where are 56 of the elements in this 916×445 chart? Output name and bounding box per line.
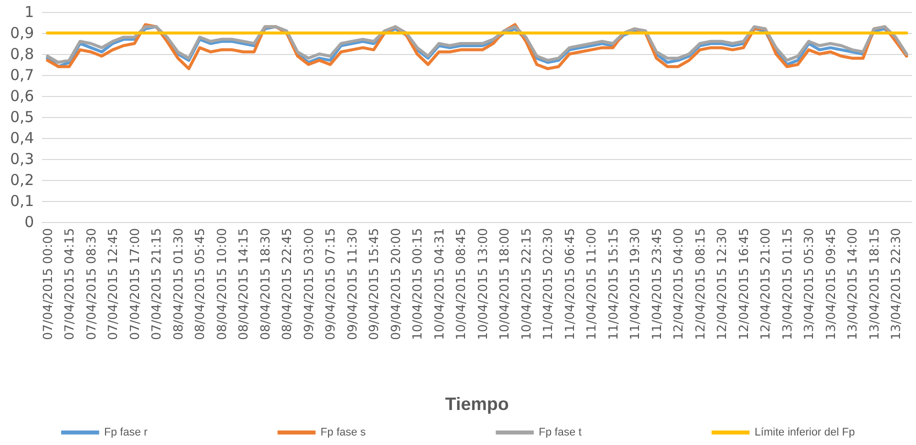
x-tick-label: 09/04/2015 07:15: [322, 228, 338, 340]
x-tick-label: 08/04/2015 10:00: [214, 228, 229, 340]
x-tick-label: 07/04/2015 21:15: [148, 228, 164, 340]
x-tick-label: 12/04/2015 04:00: [670, 228, 686, 340]
legend-label: Límite inferior del Fp: [754, 426, 855, 438]
x-tick-label: 09/04/2015 03:00: [300, 228, 316, 340]
y-tick-label: 1: [24, 3, 34, 21]
x-tick-label: 13/04/2015 01:15: [779, 228, 794, 340]
x-tick-label: 10/04/2015 08:45: [453, 228, 468, 340]
legend-label: Fp fase t: [538, 426, 582, 438]
x-tick-label: 07/04/2015 17:00: [126, 228, 142, 340]
x-tick-label: 09/04/2015 20:00: [388, 228, 403, 340]
y-tick-label: 0,3: [10, 150, 34, 168]
x-tick-label: 08/04/2015 22:45: [279, 228, 294, 340]
x-tick-label: 10/04/2015 00:15: [410, 228, 425, 340]
x-tick-label: 13/04/2015 18:15: [866, 228, 882, 340]
y-tick-label: 0,8: [10, 45, 34, 63]
x-axis-title: Tiempo: [445, 394, 509, 414]
x-tick-label: 13/04/2015 14:00: [844, 228, 860, 340]
x-tick-label: 11/04/2015 23:45: [648, 228, 664, 340]
x-tick-label: 08/04/2015 05:45: [192, 228, 208, 340]
legend-label: Fp fase r: [104, 426, 148, 438]
y-tick-label: 0,9: [10, 24, 34, 42]
x-tick-label: 11/04/2015 11:00: [584, 228, 599, 340]
legend-label: Fp fase s: [320, 426, 366, 438]
x-tick-label: 10/04/2015 18:00: [496, 228, 512, 340]
x-tick-label: 13/04/2015 09:45: [822, 228, 838, 340]
y-tick-label: 0,1: [10, 192, 34, 210]
x-tick-label: 11/04/2015 19:30: [627, 228, 642, 340]
x-tick-label: 11/04/2015 15:15: [605, 228, 620, 340]
x-tick-label: 12/04/2015 12:30: [714, 228, 730, 340]
x-tick-label: 07/04/2015 12:45: [105, 228, 120, 340]
x-tick-label: 10/04/2015 22:15: [518, 228, 534, 340]
x-tick-label: 12/04/2015 21:00: [758, 228, 773, 340]
y-tick-label: 0,5: [10, 108, 34, 126]
x-tick-label: 12/04/2015 16:45: [736, 228, 751, 340]
x-tick-label: 13/04/2015 22:30: [888, 228, 904, 340]
x-tick-label: 12/04/2015 08:15: [692, 228, 708, 340]
y-tick-label: 0,2: [10, 171, 34, 189]
y-tick-label: 0,7: [10, 66, 34, 84]
x-tick-label: 11/04/2015 06:45: [562, 228, 577, 340]
x-tick-label: 08/04/2015 14:15: [236, 228, 251, 340]
x-tick-label: 07/04/2015 00:00: [40, 228, 55, 340]
y-tick-label: 0,6: [10, 87, 34, 105]
x-tick-label: 10/04/2015 13:00: [474, 228, 490, 340]
x-tick-label: 09/04/2015 11:30: [344, 228, 360, 340]
x-tick-label: 10/04/2015 04:31: [431, 228, 446, 340]
x-tick-label: 09/04/2015 15:45: [366, 228, 382, 340]
x-tick-label: 13/04/2015 05:30: [801, 228, 816, 340]
x-tick-label: 07/04/2015 04:15: [62, 228, 77, 340]
y-tick-label: 0: [24, 213, 34, 231]
x-tick-label: 08/04/2015 01:30: [170, 228, 186, 340]
x-tick-label: 11/04/2015 02:30: [540, 228, 556, 340]
y-tick-label: 0,4: [10, 129, 34, 147]
x-tick-label: 08/04/2015 18:30: [257, 228, 272, 340]
x-tick-label: 07/04/2015 08:30: [83, 228, 98, 340]
